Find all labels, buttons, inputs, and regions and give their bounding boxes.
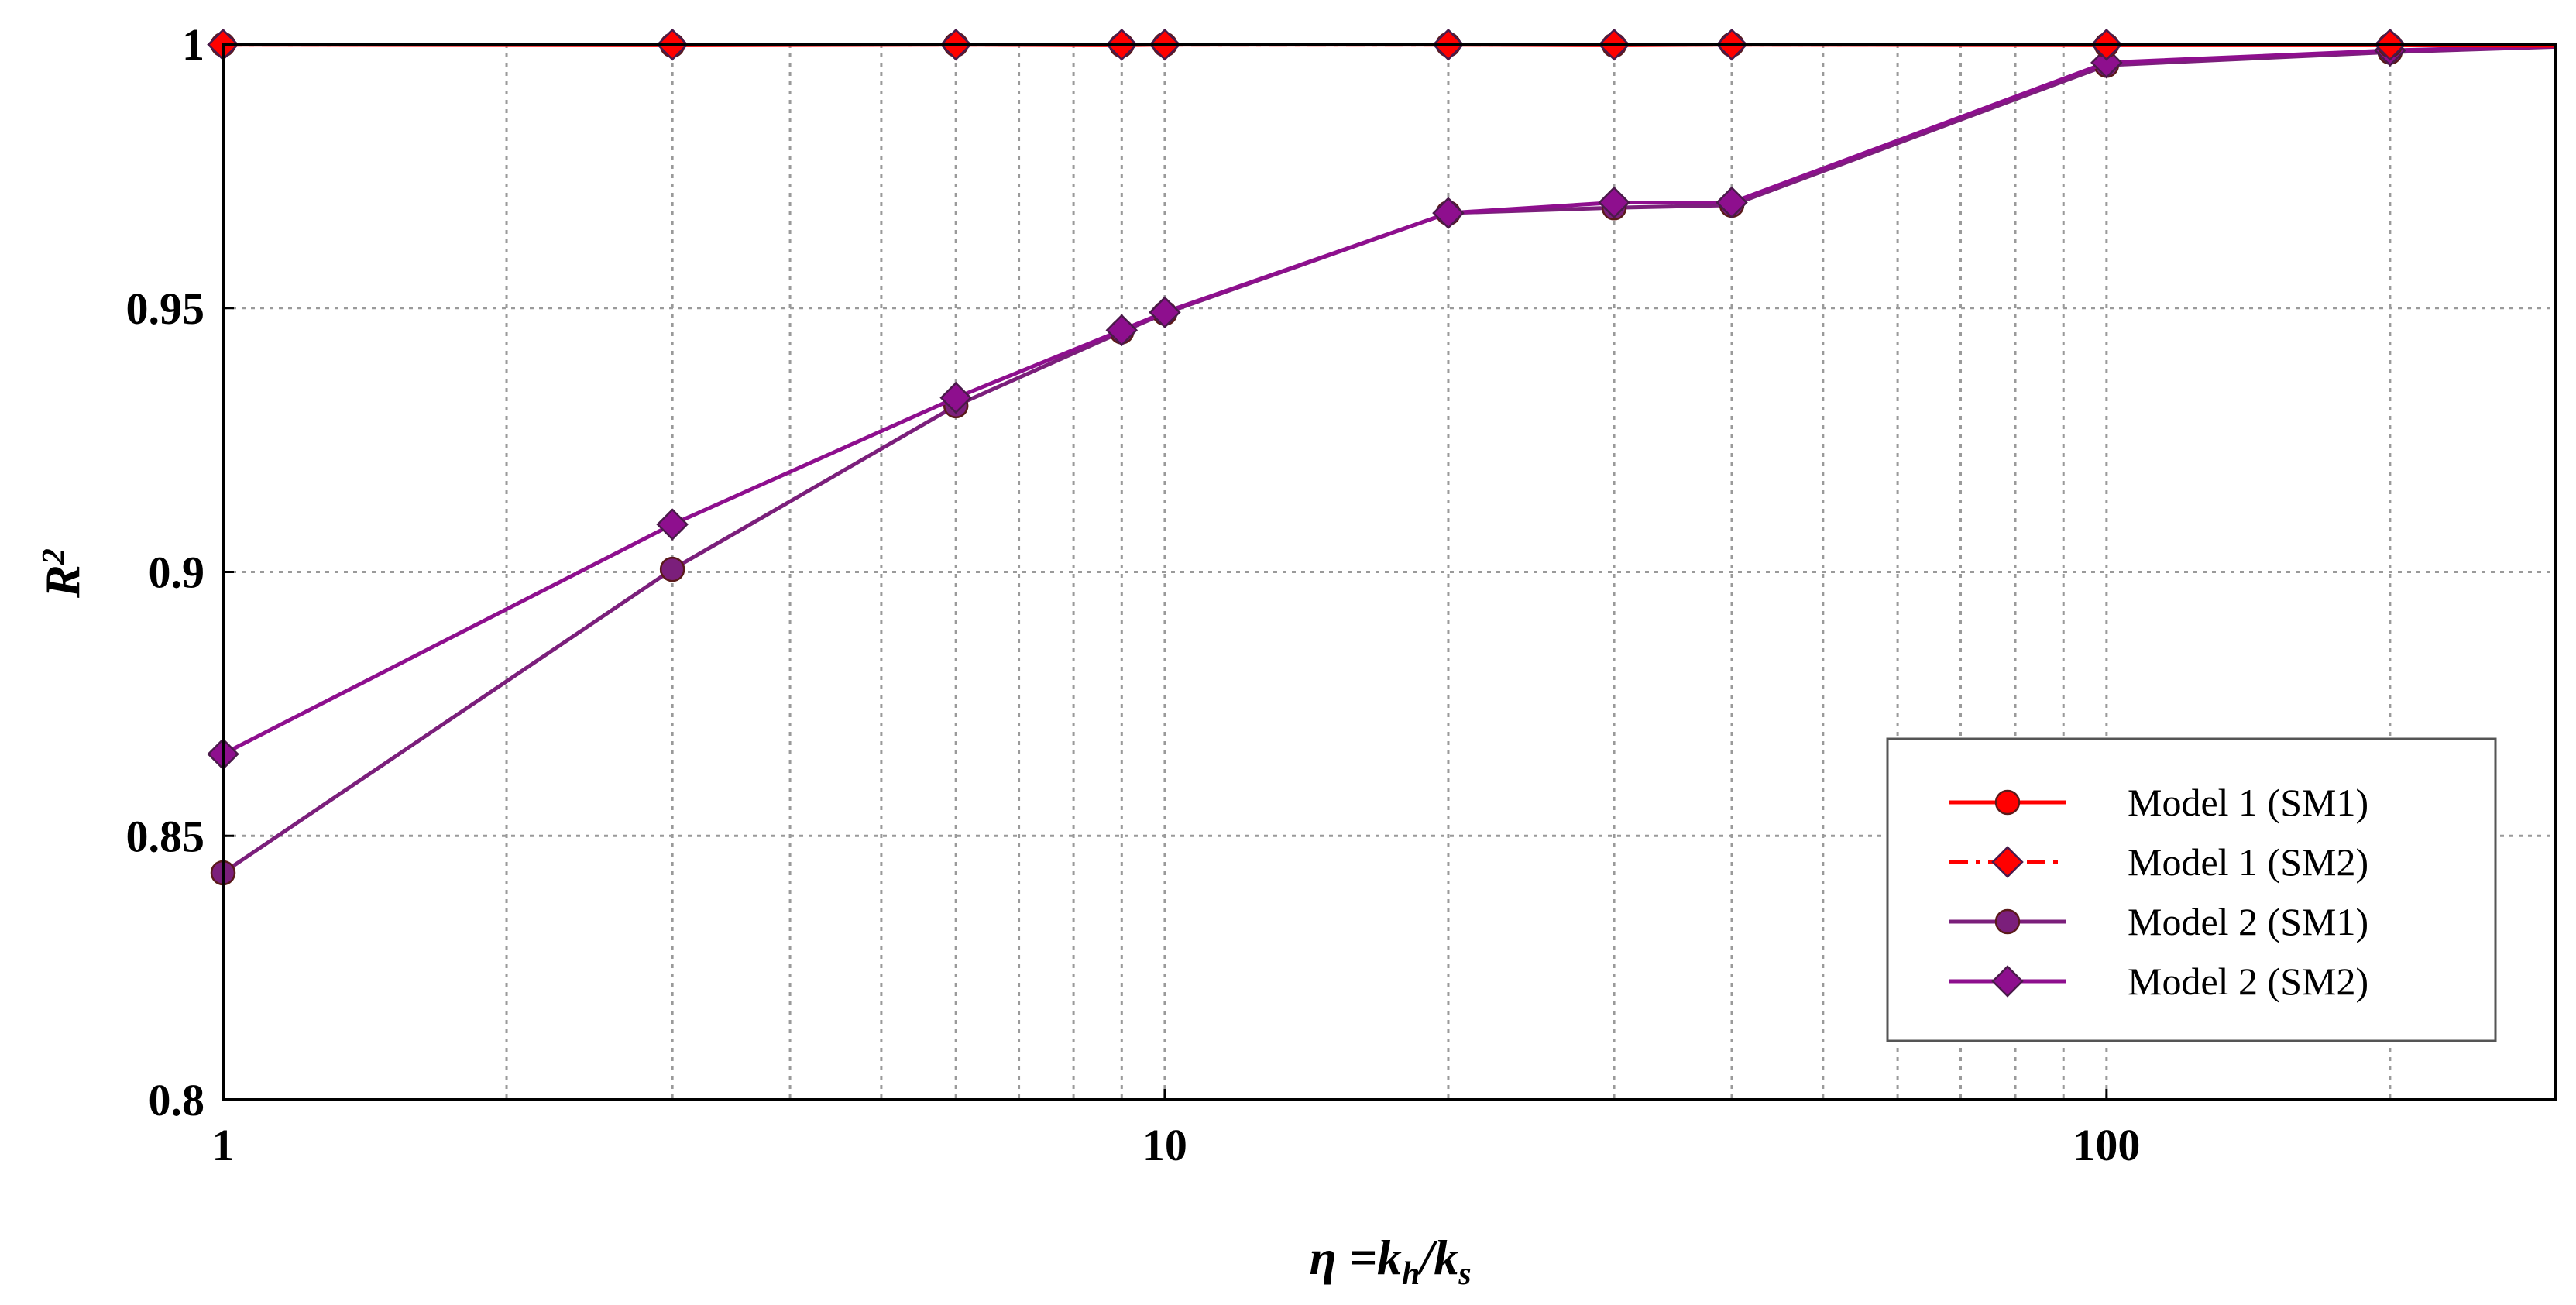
series-line [222, 44, 2557, 756]
y-tick-label: 1 [182, 19, 204, 70]
legend: Model 1 (SM1) Model 1 (SM2) Model 2 (SM1) M… [1886, 737, 2497, 1042]
legend-label: Model 2 (SM2) [2128, 960, 2368, 1003]
data-point [1598, 186, 1630, 219]
legend-box [1886, 737, 2497, 1042]
data-point [939, 381, 972, 414]
legend-label: Model 2 (SM1) [2128, 900, 2368, 943]
y-tick-label: 0.95 [126, 283, 205, 334]
legend-swatch-marker [1994, 908, 2021, 935]
y-tick-label: 0.85 [126, 811, 205, 861]
x-tick-label: 100 [2073, 1120, 2140, 1170]
x-axis-title: η =kh/ks [1309, 1230, 1471, 1292]
y-tick-label: 0.9 [149, 548, 205, 598]
tick-layer: 1 10 100 0.8 0.85 0.9 0.95 1 [126, 19, 2141, 1170]
x-tick-label: 10 [1142, 1120, 1187, 1170]
data-point [659, 556, 685, 582]
legend-swatch-marker [1991, 846, 2024, 878]
legend-swatch-marker [1994, 789, 2021, 816]
x-tick-label: 1 [212, 1120, 235, 1170]
data-point [1716, 186, 1748, 219]
data-point [656, 508, 689, 541]
legend-swatch-marker [1991, 965, 2024, 998]
y-tick-label: 0.8 [149, 1075, 205, 1125]
data-point [1105, 314, 1139, 347]
data-point [1149, 296, 1181, 328]
y-axis-title: R2 [35, 548, 90, 599]
data-point [1432, 197, 1465, 229]
series-4 [207, 34, 2557, 771]
legend-label: Model 1 (SM1) [2128, 781, 2368, 824]
legend-label: Model 1 (SM2) [2128, 840, 2368, 884]
